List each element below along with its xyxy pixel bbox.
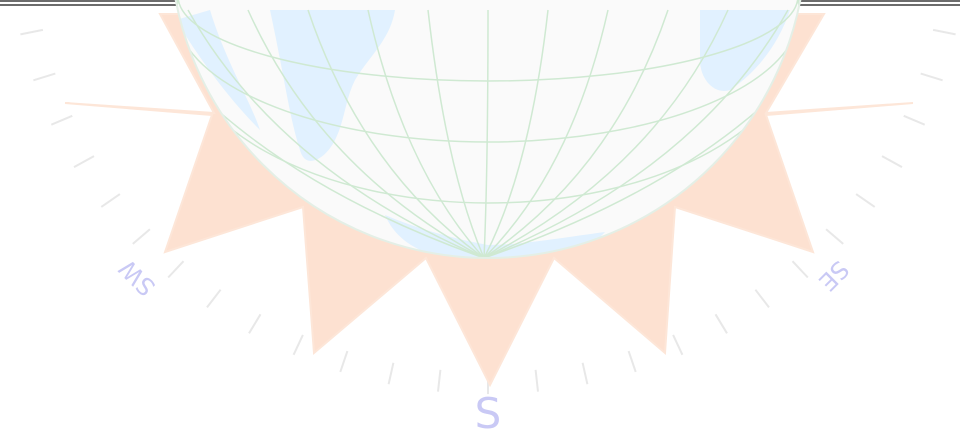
compass-tick xyxy=(903,114,926,126)
compass-tick xyxy=(791,260,809,279)
compass-tick xyxy=(50,114,73,126)
compass-tick xyxy=(33,72,56,82)
compass-tick xyxy=(855,193,876,208)
meridian-line xyxy=(483,9,669,258)
compass-tick xyxy=(920,72,943,82)
ocean-region xyxy=(700,10,790,91)
compass-ticks xyxy=(20,28,956,395)
ocean-region xyxy=(385,215,605,258)
globe-rim xyxy=(174,0,802,259)
meridian-line xyxy=(247,9,485,258)
compass-label-southwest: SW xyxy=(114,254,161,301)
compass-tick xyxy=(292,334,304,356)
ocean-region xyxy=(270,10,395,161)
compass-tick xyxy=(825,228,844,245)
compass-tick xyxy=(581,362,589,385)
compass-tick xyxy=(881,155,903,168)
compass-tick xyxy=(627,350,637,373)
compass-tick xyxy=(132,228,151,245)
compass-tick xyxy=(672,334,684,356)
compass-label-south: S xyxy=(475,389,502,432)
compass-tick xyxy=(534,369,539,392)
compass-tick xyxy=(206,289,222,309)
meridian-line xyxy=(170,9,485,258)
compass-tick xyxy=(20,28,44,36)
meridian-line xyxy=(483,9,549,258)
compass-tick xyxy=(339,350,349,373)
compass-tick xyxy=(932,28,956,36)
meridian-line xyxy=(307,9,485,258)
meridian-line xyxy=(483,9,609,258)
compass-label-southeast: SE xyxy=(813,255,854,296)
ocean-region xyxy=(176,10,260,130)
compass-tick xyxy=(754,289,770,309)
meridian-line xyxy=(483,9,806,258)
compass-tick xyxy=(387,362,395,385)
meridian-line xyxy=(483,9,489,258)
meridian-line xyxy=(427,9,485,258)
compass-tick xyxy=(100,193,121,208)
compass-tick xyxy=(167,260,185,279)
meridian-line xyxy=(367,9,485,258)
compass-tick xyxy=(714,313,728,334)
meridian-line xyxy=(187,9,485,258)
compass-tick xyxy=(437,369,442,392)
compass-tick xyxy=(248,313,262,334)
compass-tick xyxy=(73,155,95,168)
meridian-line xyxy=(483,9,789,258)
meridian-line xyxy=(483,9,729,258)
